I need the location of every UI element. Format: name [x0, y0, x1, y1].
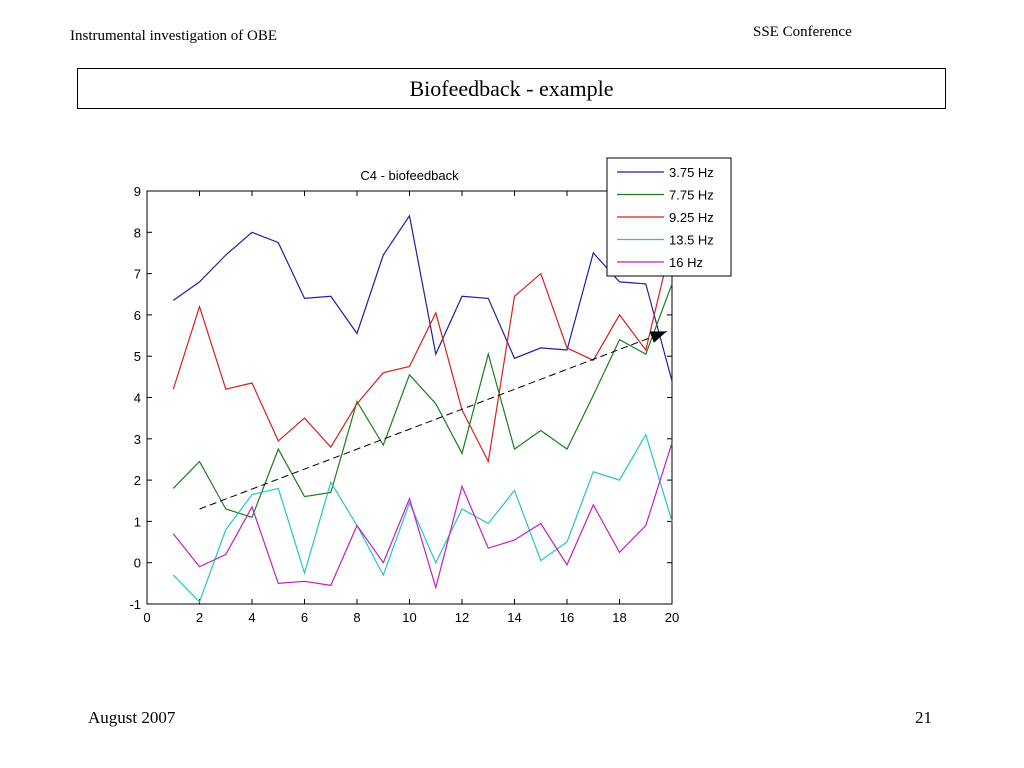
y-tick-label: 0: [134, 556, 141, 571]
page-number: 21: [915, 708, 932, 727]
x-tick-label: 8: [353, 610, 360, 625]
legend-label: 9.25 Hz: [669, 210, 714, 225]
y-tick-label: 4: [134, 391, 141, 406]
chart-title: C4 - biofeedback: [360, 168, 459, 183]
trend-arrow-head: [649, 331, 667, 343]
x-tick-label: 18: [612, 610, 626, 625]
y-tick-label: -1: [129, 597, 141, 612]
header-left-text: Instrumental investigation of OBE: [70, 28, 278, 44]
slide-title-box: Biofeedback - example: [77, 68, 946, 109]
legend-label: 13.5 Hz: [669, 233, 714, 248]
x-tick-label: 6: [301, 610, 308, 625]
header-right-text: SSE Conference: [753, 24, 852, 40]
legend-label: 3.75 Hz: [669, 165, 714, 180]
x-tick-label: 4: [248, 610, 255, 625]
slide-title: Biofeedback - example: [409, 75, 614, 101]
y-tick-label: 8: [134, 225, 141, 240]
legend-label: 16 Hz: [669, 255, 703, 270]
series-line-16-hz: [172, 442, 673, 590]
y-tick-label: 9: [134, 184, 141, 199]
x-tick-label: 0: [143, 610, 150, 625]
series-line-3-75-hz: [172, 214, 673, 382]
x-tick-label: 2: [196, 610, 203, 625]
x-tick-label: 20: [665, 610, 679, 625]
y-tick-label: 6: [134, 308, 141, 323]
legend: 3.75 Hz 7.75 Hz 9.25 Hz 13.5 Hz 16 Hz: [606, 157, 732, 277]
series-layer: [172, 214, 673, 604]
x-tick-label: 12: [455, 610, 469, 625]
series-line-9-25-hz: [172, 240, 673, 464]
y-tick-label: 7: [134, 267, 141, 282]
y-tick-label: 5: [134, 349, 141, 364]
x-tick-label: 14: [507, 610, 521, 625]
legend-label: 7.75 Hz: [669, 188, 714, 203]
y-tick-label: 3: [134, 432, 141, 447]
trend-arrow-line: [199, 330, 667, 510]
footer-date: August 2007: [88, 708, 176, 727]
series-line-13-5-hz: [172, 433, 673, 604]
y-tick-label: 2: [134, 473, 141, 488]
series-line-7-75-hz: [172, 283, 673, 519]
x-tick-label: 10: [402, 610, 416, 625]
y-tick-label: 1: [134, 514, 141, 529]
x-tick-label: 16: [560, 610, 574, 625]
